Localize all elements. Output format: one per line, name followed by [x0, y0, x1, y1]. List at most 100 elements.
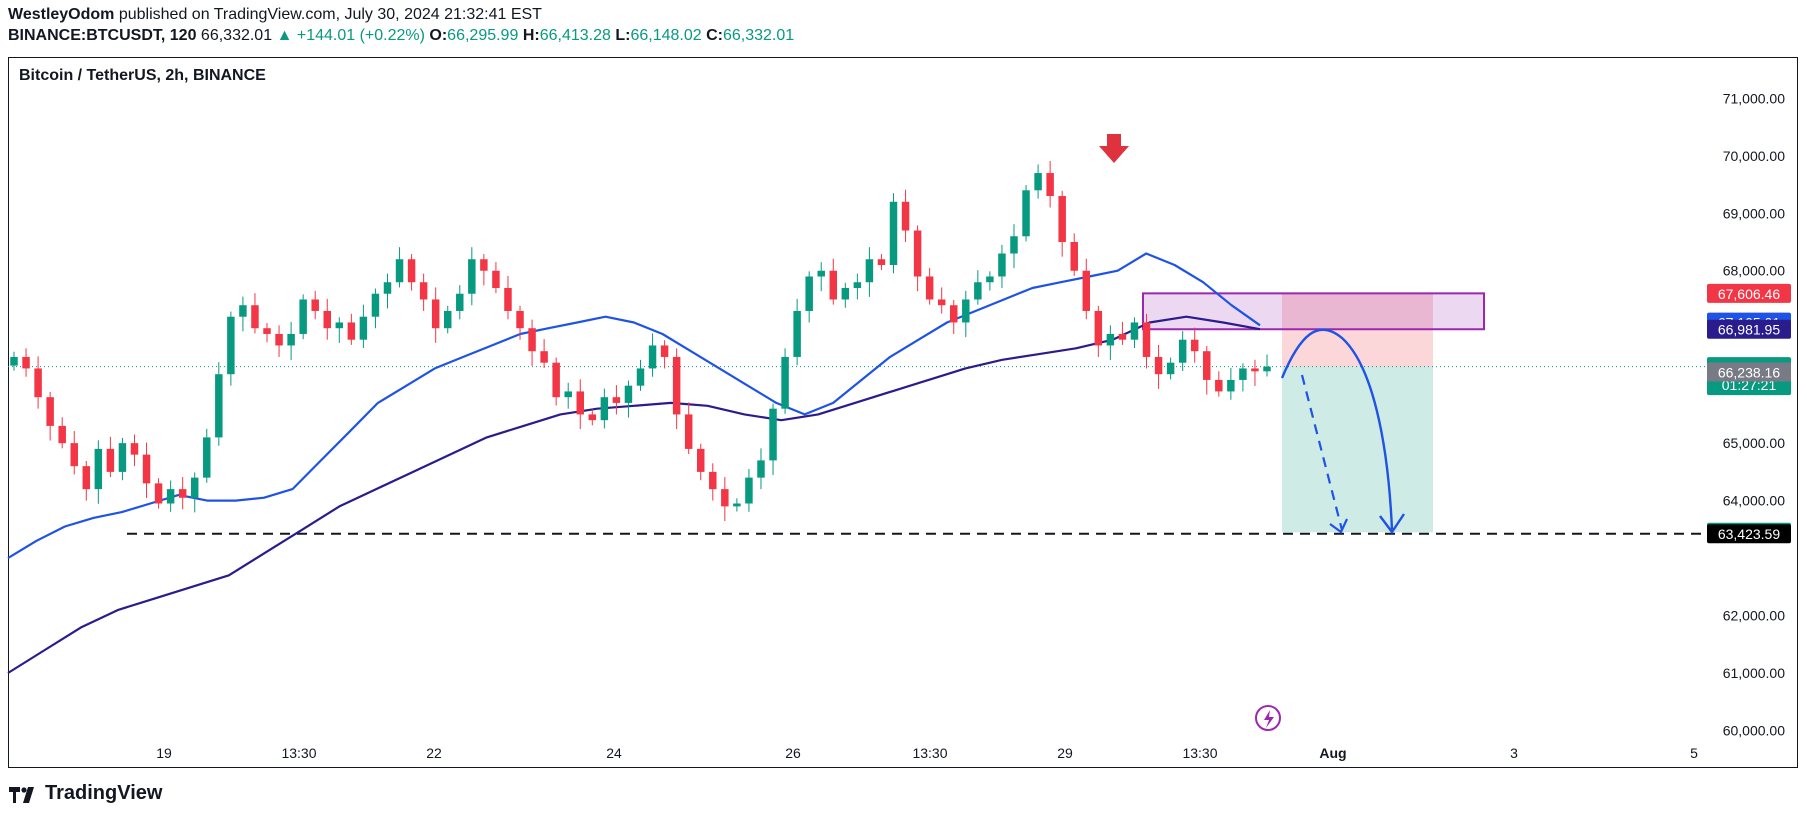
candle-body	[347, 322, 356, 340]
price-label-text: 66,981.95	[1718, 322, 1780, 338]
price-label-text: 63,423.59	[1718, 526, 1780, 542]
lightning-icon	[1255, 705, 1281, 731]
symbol-label[interactable]: BINANCE:BTCUSDT, 120	[8, 27, 197, 44]
author-name[interactable]: WestleyOdom	[8, 6, 115, 23]
take-profit-zone	[1282, 366, 1433, 533]
x-tick-label: 26	[785, 745, 801, 761]
candle-body	[1239, 368, 1247, 380]
candle-body	[793, 310, 801, 357]
candle-body	[769, 408, 777, 461]
low-value: 66,148.02	[630, 27, 702, 44]
forecast-dashed-arrowhead	[1329, 518, 1348, 534]
candle-body	[745, 477, 753, 504]
published-text: published on TradingView.com, July 30, 2…	[114, 6, 542, 23]
candle-body	[70, 443, 78, 467]
candle-body	[178, 489, 187, 498]
open-label: O:	[429, 27, 448, 44]
x-tick-label: 13:30	[912, 745, 947, 761]
lightning-bolt-icon	[1264, 710, 1274, 728]
candle-body	[540, 351, 548, 363]
candle-body	[468, 259, 476, 294]
y-tick-label: 71,000.00	[1723, 90, 1785, 106]
tradingview-logo[interactable]: TradingView	[9, 782, 162, 805]
candle-body	[142, 454, 151, 484]
brand-label: TradingView	[45, 782, 163, 804]
candle-body	[733, 503, 741, 507]
candle-body	[492, 270, 500, 288]
candle-body	[757, 460, 765, 478]
chart-frame	[8, 57, 1798, 768]
candle-body	[1010, 236, 1018, 254]
candle-body	[1094, 310, 1103, 346]
candle-body	[925, 276, 934, 300]
x-tick-label: 19	[156, 745, 172, 761]
x-tick-label: 5	[1690, 745, 1698, 761]
candle-body	[203, 437, 211, 478]
price-label-box	[1707, 524, 1791, 544]
candle-body	[419, 282, 428, 300]
candle-body	[263, 328, 271, 334]
candle-body	[600, 397, 609, 421]
candle-body	[311, 299, 319, 311]
top-arrow-icon	[1099, 134, 1129, 163]
candle-body	[359, 316, 368, 340]
candle-body	[431, 299, 440, 329]
candle-body	[1130, 322, 1139, 340]
candle-body	[323, 310, 331, 329]
candle-body	[130, 443, 139, 455]
candle-body	[684, 414, 693, 449]
candle-body	[1022, 190, 1030, 237]
close-label: C:	[706, 27, 723, 44]
price-label-text: 67,606.46	[1718, 286, 1780, 302]
candle-body	[962, 299, 970, 323]
x-tick-label: 22	[426, 745, 442, 761]
ema-slow-line	[7, 315, 1261, 674]
candle-body	[190, 477, 199, 498]
candle-body	[588, 414, 597, 421]
candle-body	[913, 230, 922, 277]
candle-body	[660, 345, 669, 357]
ohlc-bar: BINANCE:BTCUSDT, 120 66,332.01 ▲ +144.01…	[8, 27, 794, 45]
candle-body	[1154, 356, 1163, 375]
candle-body	[781, 356, 789, 409]
candle-body	[287, 333, 295, 346]
y-tick-label: 61,000.00	[1723, 665, 1785, 681]
candle-body	[227, 316, 235, 375]
candle-body	[34, 368, 42, 398]
candle-body	[829, 270, 838, 300]
candle-body	[1251, 368, 1259, 372]
candle-body	[1166, 362, 1175, 375]
candle-body	[672, 356, 681, 415]
candle-body	[889, 201, 898, 265]
candle-body	[1070, 242, 1078, 271]
candle-body	[564, 391, 572, 398]
candle-body	[1178, 339, 1187, 363]
candle-body	[118, 443, 127, 472]
candle-body	[1046, 173, 1054, 197]
candle-body	[1263, 366, 1271, 372]
x-tick-label: 13:30	[1182, 745, 1217, 761]
candle-body	[239, 305, 247, 317]
candle-body	[395, 259, 404, 283]
y-tick-label: 70,000.00	[1723, 148, 1785, 164]
candle-body	[46, 397, 54, 426]
candle-body	[1058, 196, 1066, 243]
candle-body	[998, 253, 1006, 277]
high-value: 66,413.28	[539, 27, 611, 44]
low-label: L:	[615, 27, 631, 44]
price-label-box	[1707, 362, 1791, 382]
candle-body	[865, 259, 874, 283]
candle-body	[215, 374, 223, 438]
price-label-box	[1707, 319, 1791, 339]
candle-body	[516, 310, 524, 329]
price-change: ▲ +144.01 (+0.22%)	[276, 27, 425, 44]
candle-body	[1227, 379, 1235, 392]
candle-body	[504, 287, 512, 311]
y-tick-label: 60,000.00	[1723, 723, 1785, 739]
candle-body	[1118, 333, 1127, 340]
candle-body	[94, 448, 103, 490]
last-price: 66,332.01	[200, 27, 273, 44]
candle-body	[937, 299, 946, 306]
y-tick-label: 62,000.00	[1723, 608, 1785, 624]
